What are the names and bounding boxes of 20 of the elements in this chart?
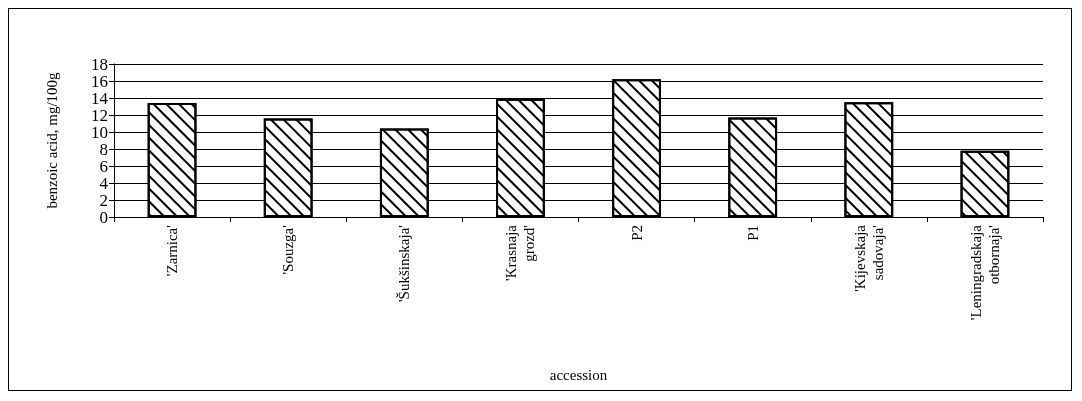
x-axis-title: accession: [549, 366, 608, 383]
x-tick-label: 'Šukšinskaja': [396, 224, 413, 303]
y-tick-label: 10: [91, 122, 108, 142]
x-tick-label: P2: [628, 225, 645, 241]
y-tick-label: 16: [91, 71, 108, 91]
x-tick-label: 'Zarnica': [164, 224, 181, 277]
y-tick-label: 4: [99, 173, 109, 193]
y-tick-label: 12: [91, 105, 108, 125]
y-tick-label: 0: [99, 207, 108, 227]
y-tick-label: 8: [99, 139, 108, 159]
x-tick-label: 'Kijevskaja sadovaja': [851, 224, 886, 292]
x-tick-label: 'Souzga': [280, 224, 297, 275]
x-tick-label: 'Leningradskaja otbornaja': [967, 224, 1002, 321]
x-tick-label: P1: [744, 225, 761, 241]
y-tick-label: 14: [91, 88, 109, 108]
y-tick-label: 2: [99, 190, 108, 210]
x-tick-label: 'Krasnaja grozd': [503, 224, 538, 282]
y-tick-label: 18: [91, 54, 108, 74]
y-tick-label: 6: [99, 156, 108, 176]
y-axis-title: benzoic acid, mg/100g: [43, 71, 60, 209]
